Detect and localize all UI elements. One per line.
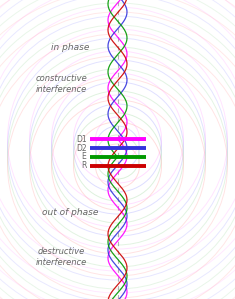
Text: constructive
interference: constructive interference xyxy=(35,74,87,94)
Text: in phase: in phase xyxy=(51,43,90,52)
Text: D1: D1 xyxy=(76,135,86,144)
Text: out of phase: out of phase xyxy=(42,208,99,217)
Text: E: E xyxy=(82,152,86,161)
Text: R: R xyxy=(81,161,86,170)
Text: D2: D2 xyxy=(76,144,86,152)
Text: destructive
interference: destructive interference xyxy=(35,247,87,267)
